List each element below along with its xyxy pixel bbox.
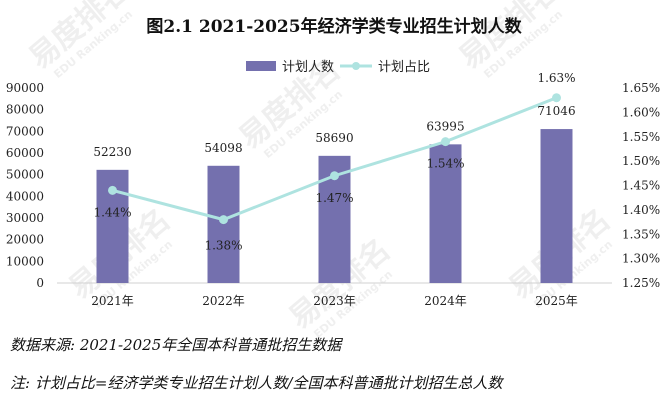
line-value-label: 1.38% — [204, 239, 242, 253]
y-right-tick-label: 1.65% — [622, 81, 660, 95]
x-tick-label: 2021年 — [91, 294, 134, 308]
y-left-tick-label: 40000 — [6, 189, 44, 203]
y-right-tick-label: 1.25% — [622, 276, 660, 290]
line-point — [108, 185, 117, 195]
line-point — [219, 215, 228, 225]
y-right-tick-label: 1.60% — [622, 105, 660, 119]
bar — [429, 144, 462, 283]
bar — [207, 165, 240, 283]
y-left-tick-label: 0 — [36, 276, 44, 290]
line-value-label: 1.63% — [537, 71, 575, 85]
line-point — [552, 93, 561, 103]
x-tick-label: 2025年 — [535, 294, 578, 308]
legend-marker-line — [352, 62, 360, 70]
watermark-cn-0: 易度排名 — [23, 0, 137, 76]
y-right-tick-label: 1.55% — [622, 130, 660, 144]
bar-value-label: 63995 — [426, 119, 464, 133]
line-point — [441, 137, 450, 147]
watermark-cn-2: 易度排名 — [453, 0, 567, 76]
y-left-tick-label: 50000 — [6, 168, 44, 182]
line-value-label: 1.47% — [315, 191, 353, 205]
legend: 计划人数 计划占比 — [246, 60, 430, 75]
legend-swatch-bar — [246, 61, 276, 71]
bars — [96, 129, 573, 283]
y-right-tick-label: 1.50% — [622, 154, 660, 168]
line-value-label: 1.54% — [426, 157, 464, 171]
y-right-tick-label: 1.30% — [622, 252, 660, 266]
data-labels: 52230 54098 58690 63995 71046 1.44% 1.38% 1.47%… — [93, 71, 575, 253]
formula-note: 注: 计划占比=经济学类专业招生计划人数/全国本科普通批计划招生总人数 — [10, 374, 503, 392]
y-left-tick-label: 90000 — [6, 81, 44, 95]
x-tick-label: 2023年 — [313, 294, 356, 308]
legend-label-bar: 计划人数 — [282, 60, 334, 75]
y-left-tick-label: 10000 — [6, 254, 44, 268]
y-right-tick-label: 1.40% — [622, 203, 660, 217]
bar — [540, 129, 573, 283]
x-tick-label: 2024年 — [424, 294, 467, 308]
y-left-tick-label: 30000 — [6, 211, 44, 225]
x-tick-label: 2022年 — [202, 294, 245, 308]
legend-label-line: 计划占比 — [378, 60, 430, 75]
bar-value-label: 58690 — [315, 131, 353, 145]
y-left-tick-label: 60000 — [6, 146, 44, 160]
bar-value-label: 71046 — [537, 104, 575, 118]
axes: 0 10000 20000 30000 40000 50000 60000 70000 8000… — [6, 81, 660, 308]
bar-value-label: 52230 — [93, 145, 131, 159]
source-note: 数据来源: 2021-2025年全国本科普通批招生数据 — [10, 336, 342, 354]
line-series — [108, 93, 561, 225]
line-value-label: 1.44% — [93, 205, 131, 219]
y-left-tick-label: 20000 — [6, 233, 44, 247]
y-left-tick-label: 80000 — [6, 103, 44, 117]
y-left-tick-label: 70000 — [6, 124, 44, 138]
bar-value-label: 54098 — [204, 141, 242, 155]
line-point — [330, 171, 339, 181]
y-right-tick-label: 1.45% — [622, 179, 660, 193]
chart-title: 图2.1 2021-2025年经济学类专业招生计划人数 — [146, 16, 522, 37]
y-right-tick-label: 1.35% — [622, 227, 660, 241]
